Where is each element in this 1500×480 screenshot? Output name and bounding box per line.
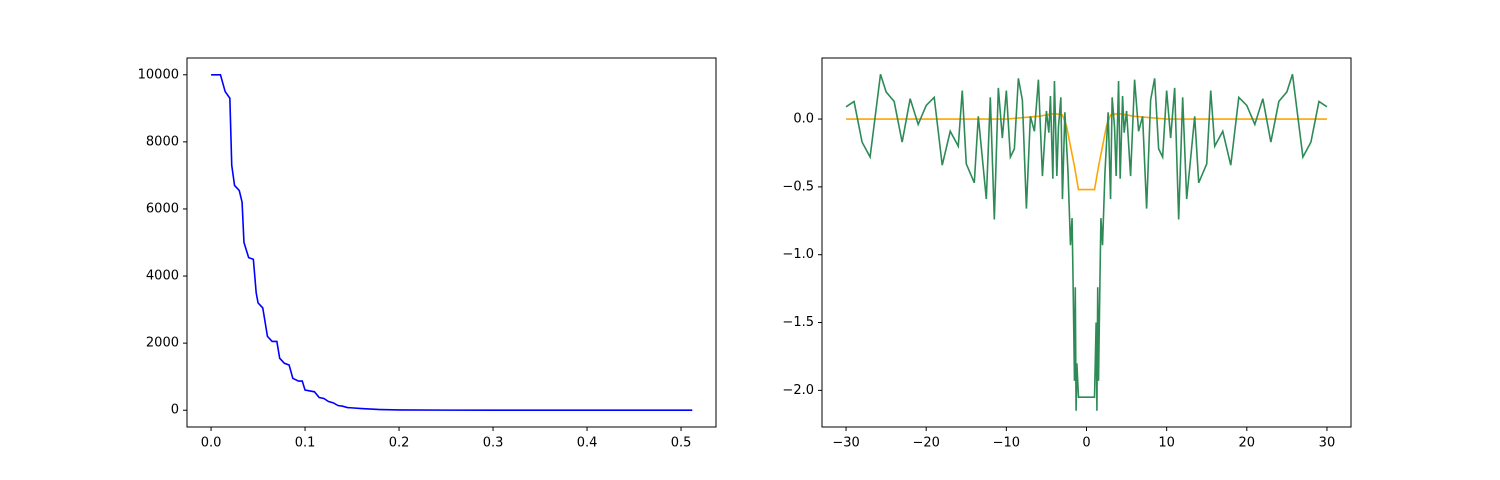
y-tick-label: 10000 xyxy=(138,67,179,82)
x-tick-label: −30 xyxy=(832,436,859,451)
x-tick-label: 0.2 xyxy=(389,436,410,451)
y-tick-label: 6000 xyxy=(146,201,179,216)
data-line xyxy=(846,112,1327,191)
axes-frame xyxy=(186,57,717,428)
y-tick-label: 0.0 xyxy=(793,112,814,127)
y-tick-label: −1.0 xyxy=(782,247,814,262)
x-tick-label: 10 xyxy=(1158,436,1175,451)
x-tick-label: 0.1 xyxy=(295,436,316,451)
x-tick-label: 0.4 xyxy=(577,436,598,451)
x-tick-label: 0.5 xyxy=(671,436,692,451)
x-tick-label: 0.3 xyxy=(483,436,504,451)
y-tick-label: 0 xyxy=(171,403,179,418)
y-tick-label: 8000 xyxy=(146,134,179,149)
x-tick-label: 0 xyxy=(1082,436,1090,451)
y-tick-label: 4000 xyxy=(146,269,179,284)
y-tick-label: 2000 xyxy=(146,336,179,351)
y-tick-label: −0.5 xyxy=(782,179,814,194)
x-tick-label: 20 xyxy=(1239,436,1256,451)
x-tick-label: 30 xyxy=(1319,436,1336,451)
axes-frame xyxy=(821,57,1352,428)
data-line xyxy=(845,74,1328,411)
x-tick-label: −20 xyxy=(912,436,939,451)
data-line xyxy=(211,73,693,412)
x-tick-label: −10 xyxy=(993,436,1020,451)
x-tick-label: 0.0 xyxy=(201,436,222,451)
y-tick-label: −2.0 xyxy=(782,383,814,398)
y-tick-label: −1.5 xyxy=(782,315,814,330)
